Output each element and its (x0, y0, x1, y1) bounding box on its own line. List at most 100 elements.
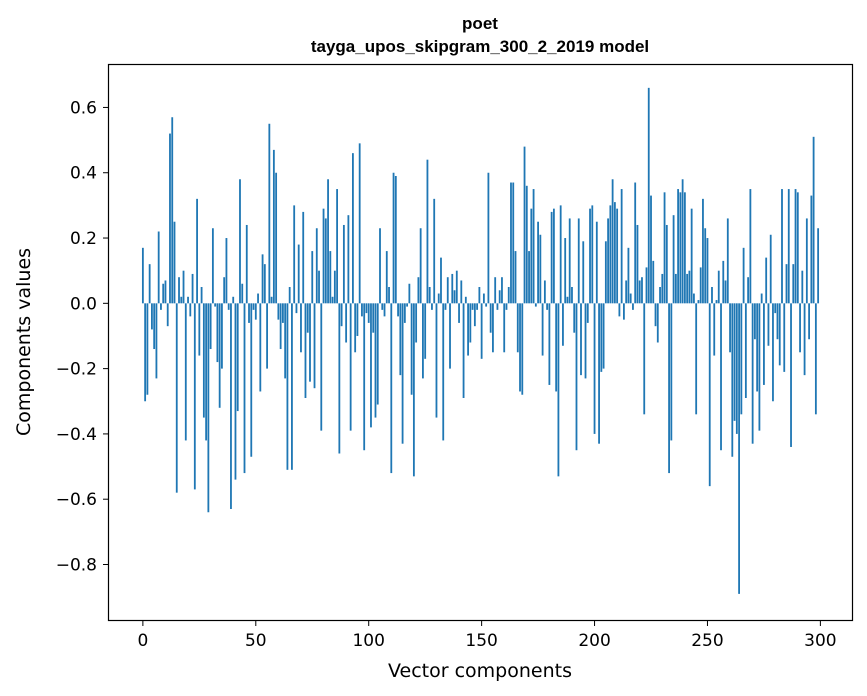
bar-90 (345, 303, 348, 343)
bar-118 (408, 283, 411, 304)
bar-243 (690, 208, 693, 304)
bar-222 (643, 303, 646, 415)
bar-210 (616, 208, 619, 304)
bar-83 (329, 251, 332, 304)
bar-278 (769, 234, 772, 304)
bar-239 (681, 179, 684, 304)
bar-261 (731, 303, 734, 457)
y-tick-label: −0.2 (56, 360, 97, 380)
bar-114 (399, 303, 402, 376)
bar-259 (726, 218, 729, 304)
bar-201 (595, 221, 598, 304)
y-tick-label: −0.4 (56, 425, 97, 445)
bar-215 (627, 247, 630, 304)
bar-56 (268, 123, 271, 304)
bar-1 (144, 303, 147, 402)
bar-252 (711, 287, 713, 304)
bar-60 (277, 303, 280, 320)
bar-260 (729, 303, 731, 353)
bar-175 (537, 221, 539, 304)
bar-18 (182, 270, 185, 304)
bar-34 (218, 303, 221, 408)
bar-200 (593, 303, 596, 434)
bar-65 (288, 287, 291, 304)
bar-39 (230, 303, 232, 509)
bar-54 (263, 264, 266, 304)
bar-180 (548, 303, 551, 385)
bar-240 (683, 192, 686, 304)
bar-290 (796, 192, 799, 304)
bar-156 (494, 277, 497, 304)
bar-2 (146, 303, 149, 395)
bar-44 (241, 283, 244, 304)
bar-248 (702, 198, 704, 304)
bar-102 (372, 303, 375, 333)
bar-207 (609, 205, 612, 304)
bar-22 (191, 273, 194, 304)
bar-250 (706, 238, 709, 304)
bar-274 (760, 293, 763, 304)
bar-106 (381, 303, 384, 310)
bar-11 (166, 303, 169, 327)
bar-244 (693, 293, 695, 304)
bar-238 (679, 192, 682, 304)
bar-214 (625, 280, 628, 304)
bar-258 (724, 280, 727, 304)
bar-170 (525, 185, 528, 304)
bar-15 (175, 303, 178, 493)
bar-227 (654, 303, 657, 327)
bar-234 (670, 303, 673, 441)
bar-199 (591, 205, 594, 304)
bar-104 (376, 303, 379, 405)
bar-296 (810, 195, 813, 304)
bar-216 (629, 293, 632, 304)
bar-166 (516, 303, 519, 353)
x-tick-label: 250 (691, 631, 723, 651)
bar-142 (462, 303, 465, 398)
bar-213 (623, 303, 625, 320)
bar-283 (781, 189, 783, 304)
bar-266 (742, 247, 745, 304)
chart-title: poet (462, 14, 498, 33)
bar-177 (541, 303, 544, 356)
bar-112 (394, 176, 397, 304)
bar-48 (250, 303, 253, 457)
bar-43 (239, 179, 241, 304)
bar-212 (620, 189, 623, 304)
bar-24 (196, 198, 198, 304)
bar-117 (406, 303, 409, 307)
bar-80 (322, 208, 325, 304)
bar-133 (442, 303, 445, 441)
bar-20 (187, 296, 189, 304)
y-tick-label: 0.0 (70, 294, 97, 314)
bar-141 (460, 280, 463, 304)
bar-190 (571, 287, 573, 304)
bar-276 (765, 257, 768, 304)
bar-13 (171, 117, 174, 304)
bar-23 (193, 303, 196, 490)
bar-284 (783, 303, 786, 372)
bar-192 (575, 303, 578, 451)
bar-179 (546, 303, 549, 310)
bar-162 (507, 287, 510, 304)
bar-86 (336, 189, 338, 304)
bar-127 (428, 287, 431, 304)
bar-191 (573, 303, 576, 333)
bar-121 (415, 303, 418, 343)
bar-254 (715, 300, 718, 304)
bar-205 (604, 241, 607, 304)
bar-204 (602, 303, 605, 369)
bar-220 (638, 280, 641, 304)
bar-280 (774, 303, 777, 314)
bar-76 (313, 303, 316, 389)
bar-103 (374, 303, 377, 418)
bar-249 (704, 228, 707, 304)
y-axis-label: Components values (13, 248, 35, 436)
bar-195 (582, 241, 585, 304)
bar-62 (281, 303, 284, 323)
bar-279 (772, 303, 774, 402)
bar-79 (320, 303, 323, 431)
bar-91 (347, 215, 350, 304)
bar-14 (173, 221, 176, 304)
